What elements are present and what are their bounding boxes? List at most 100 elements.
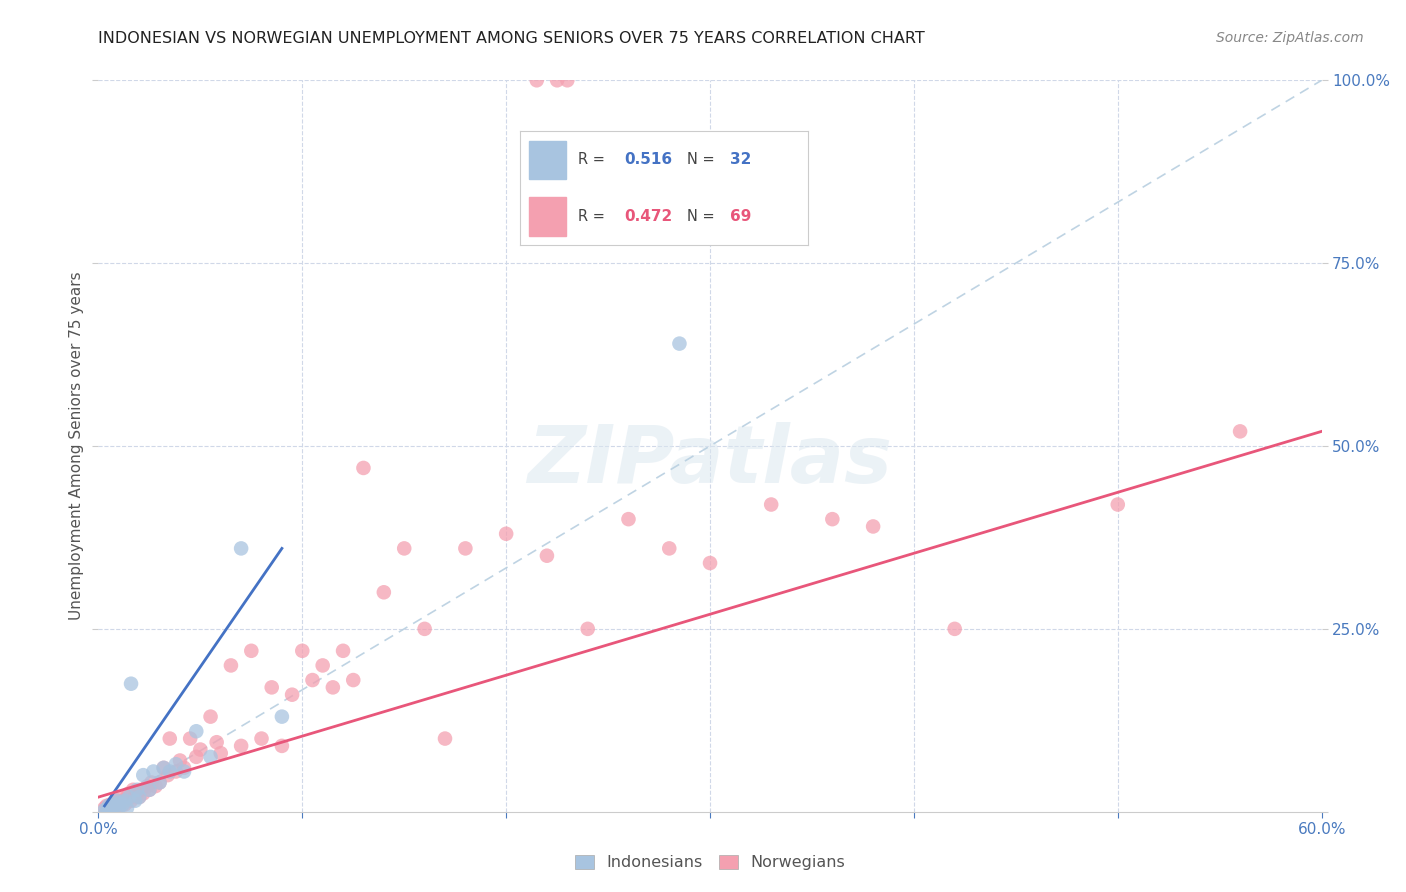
- Point: [209, 746, 232, 760]
- Point: [173, 764, 195, 779]
- Text: 0.472: 0.472: [624, 209, 672, 224]
- Point: [536, 549, 558, 563]
- Point: [342, 673, 364, 687]
- Point: [97, 798, 120, 813]
- Point: [862, 519, 884, 533]
- Point: [821, 512, 844, 526]
- Point: [699, 556, 721, 570]
- Point: [120, 794, 142, 808]
- Point: [322, 681, 344, 695]
- Text: R =: R =: [578, 153, 609, 168]
- Point: [152, 761, 174, 775]
- Point: [668, 336, 690, 351]
- Point: [129, 782, 152, 797]
- Point: [312, 658, 335, 673]
- Point: [128, 790, 150, 805]
- Text: ZIPatlas: ZIPatlas: [527, 422, 893, 500]
- Point: [138, 782, 160, 797]
- Point: [100, 801, 122, 815]
- Point: [118, 790, 141, 805]
- Point: [231, 541, 253, 556]
- Point: [132, 787, 155, 801]
- Point: [115, 801, 138, 815]
- Point: [169, 754, 191, 768]
- Point: [219, 658, 242, 673]
- Point: [761, 498, 783, 512]
- Point: [152, 761, 174, 775]
- Text: N =: N =: [688, 209, 720, 224]
- Point: [118, 787, 141, 801]
- Point: [495, 526, 517, 541]
- Point: [97, 801, 120, 815]
- Text: INDONESIAN VS NORWEGIAN UNEMPLOYMENT AMONG SENIORS OVER 75 YEARS CORRELATION CHA: INDONESIAN VS NORWEGIAN UNEMPLOYMENT AMO…: [98, 31, 925, 46]
- Point: [124, 790, 146, 805]
- Point: [1107, 498, 1129, 512]
- Point: [138, 782, 160, 797]
- Point: [104, 798, 127, 813]
- Point: [122, 782, 145, 797]
- Point: [141, 775, 163, 789]
- Point: [413, 622, 436, 636]
- Point: [392, 541, 416, 556]
- Text: 69: 69: [730, 209, 752, 224]
- Point: [101, 797, 124, 812]
- Point: [149, 775, 172, 789]
- Point: [352, 461, 374, 475]
- Point: [332, 644, 354, 658]
- Point: [101, 798, 124, 813]
- Point: [179, 731, 201, 746]
- Point: [200, 709, 222, 723]
- Point: [200, 749, 222, 764]
- Point: [270, 739, 294, 753]
- Point: [93, 803, 115, 817]
- Point: [111, 794, 134, 808]
- Point: [434, 731, 457, 746]
- Point: [105, 794, 128, 808]
- Point: [188, 742, 212, 756]
- Point: [108, 801, 131, 815]
- Point: [281, 688, 304, 702]
- Point: [105, 794, 128, 808]
- Point: [557, 73, 579, 87]
- Point: [101, 803, 124, 817]
- Point: [108, 798, 131, 813]
- Point: [943, 622, 966, 636]
- Point: [301, 673, 323, 687]
- Point: [115, 790, 138, 805]
- Point: [260, 681, 283, 695]
- Point: [149, 775, 172, 789]
- Point: [291, 644, 314, 658]
- Point: [114, 794, 136, 808]
- Bar: [529, 197, 567, 235]
- Point: [111, 797, 134, 812]
- Point: [270, 709, 294, 723]
- Point: [373, 585, 395, 599]
- Point: [658, 541, 681, 556]
- Point: [159, 764, 181, 779]
- Point: [114, 797, 136, 812]
- Point: [576, 622, 599, 636]
- Point: [128, 790, 150, 805]
- Point: [546, 73, 568, 87]
- Point: [165, 764, 187, 779]
- Point: [127, 782, 149, 797]
- Point: [526, 73, 548, 87]
- Point: [96, 798, 118, 813]
- Point: [127, 787, 149, 801]
- Text: R =: R =: [578, 209, 609, 224]
- Point: [142, 764, 165, 779]
- Point: [617, 512, 640, 526]
- Point: [124, 794, 146, 808]
- Text: 32: 32: [730, 153, 752, 168]
- Point: [104, 801, 127, 815]
- Point: [156, 768, 179, 782]
- Point: [120, 676, 142, 690]
- Text: 0.516: 0.516: [624, 153, 672, 168]
- Point: [100, 797, 122, 812]
- Point: [93, 801, 115, 815]
- Point: [108, 790, 131, 805]
- Point: [1229, 425, 1251, 439]
- Point: [108, 796, 131, 810]
- Legend: Indonesians, Norwegians: Indonesians, Norwegians: [568, 848, 852, 877]
- Point: [231, 739, 253, 753]
